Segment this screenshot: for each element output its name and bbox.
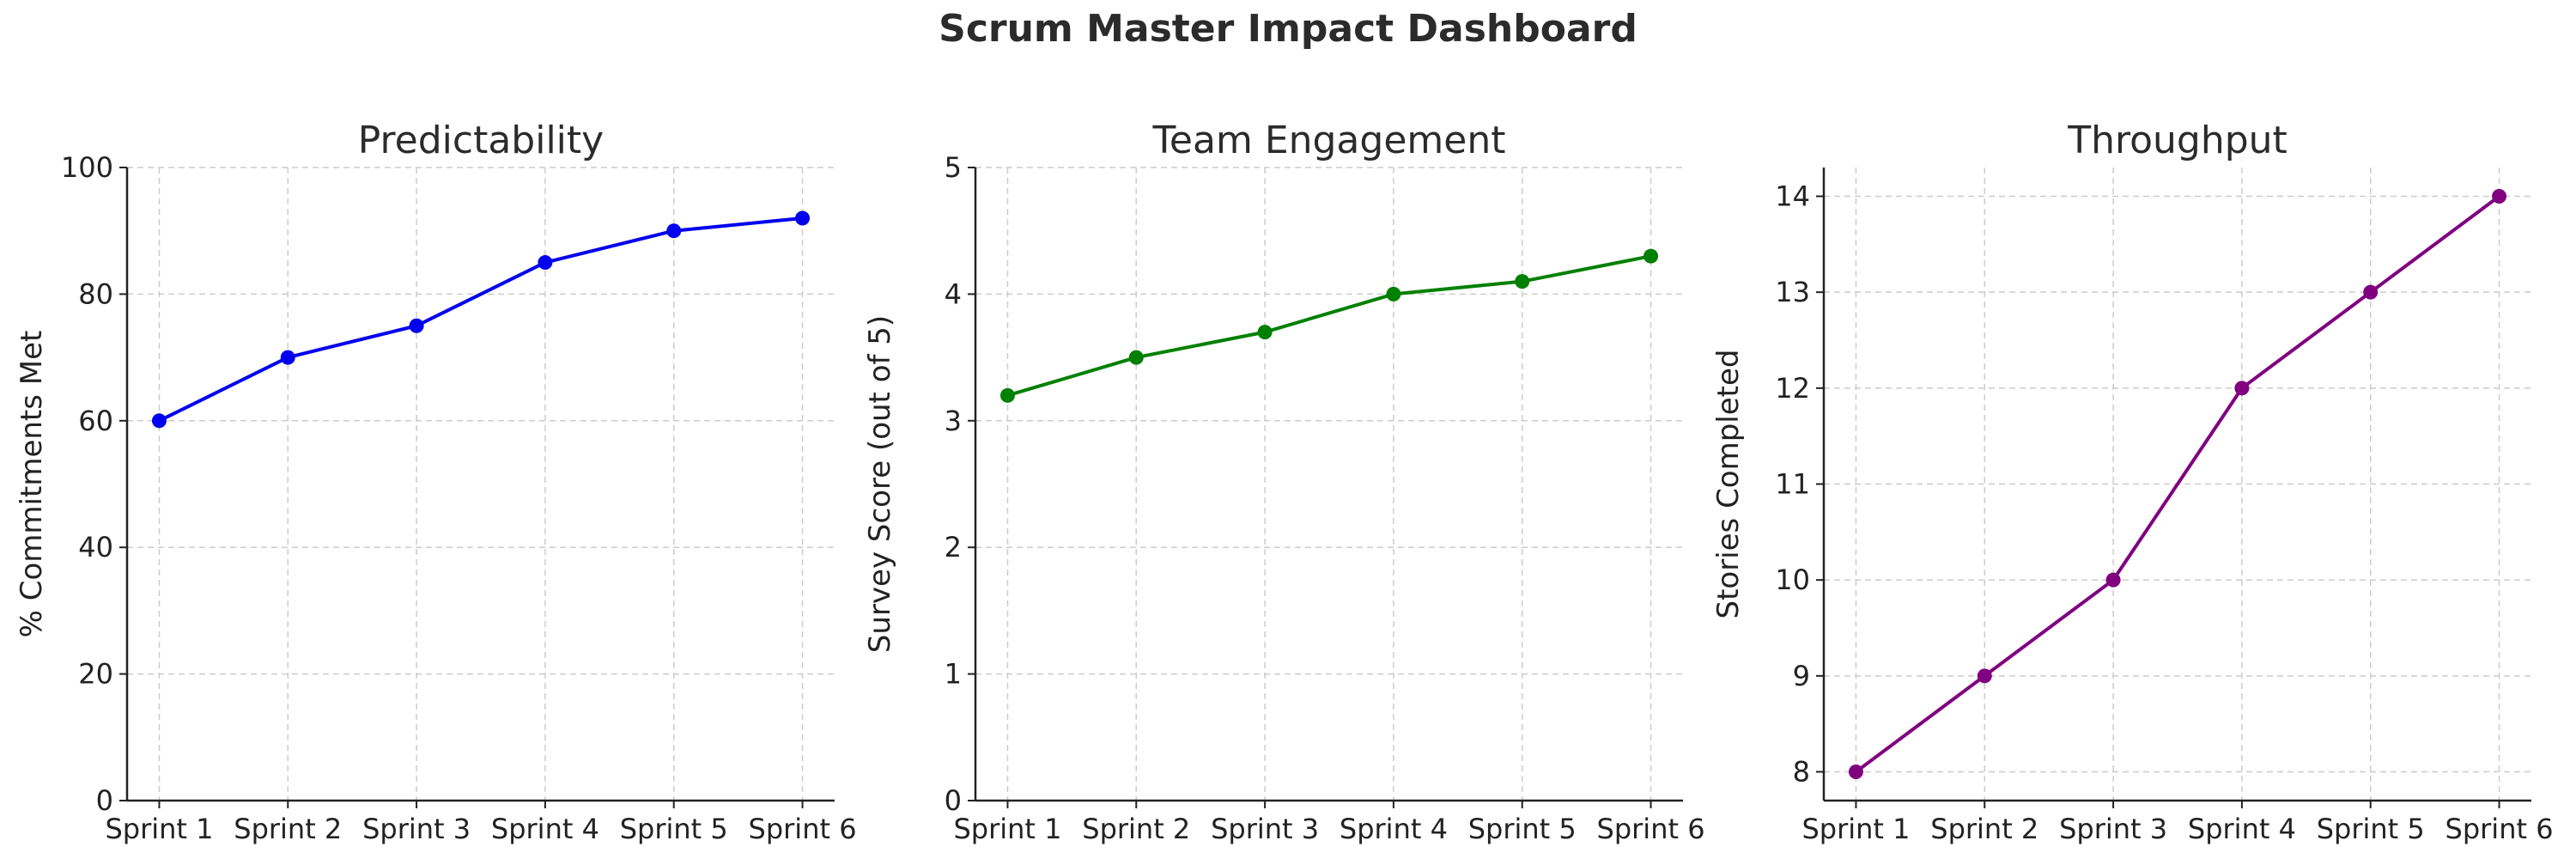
- series-line: [1855, 194, 2500, 774]
- y-tick-label: 60: [78, 405, 113, 437]
- chart-title: Throughput: [2067, 119, 2287, 162]
- y-tick-label: 2: [945, 531, 962, 564]
- x-tick-label: Sprint 4: [2188, 813, 2296, 845]
- y-tick-label: 9: [1793, 660, 1810, 692]
- y-tick-label: 80: [78, 277, 113, 310]
- chart-panel-2: 0 1 2 3 4 5 Sprint 1 Sprint 2 Sprint 3 Sprint 4 Sp…: [863, 119, 1705, 845]
- chart-title: Team Engagement: [1152, 119, 1506, 162]
- data-point: [1848, 765, 1863, 779]
- x-tick-label: Sprint 2: [1082, 813, 1190, 845]
- x-tick-label: Sprint 3: [2059, 813, 2167, 845]
- data-point: [1977, 668, 1992, 684]
- x-tick-label: Sprint 4: [491, 813, 599, 845]
- data-point: [999, 387, 1015, 403]
- data-point: [1515, 274, 1530, 289]
- y-tick-label: 40: [78, 531, 113, 564]
- data-point: [538, 255, 553, 271]
- y-tick-label: 0: [945, 784, 962, 817]
- data-point: [151, 413, 167, 429]
- x-tick-label: Sprint 4: [1340, 813, 1448, 845]
- y-tick-label: 3: [945, 405, 962, 437]
- data-point: [2363, 284, 2379, 300]
- x-tick-label: Sprint 3: [1211, 813, 1319, 845]
- x-tick-label: Sprint 5: [1468, 813, 1577, 845]
- chart-panel-3: 8 9 10 11 12 13 14 Sprint 1 Sprint 2 Sprint 3 Spri…: [1711, 119, 2554, 845]
- y-tick-label: 4: [945, 277, 962, 310]
- y-tick-label: 14: [1775, 180, 1810, 213]
- y-axis-label: Stories Completed: [1711, 349, 1746, 618]
- data-point: [1386, 286, 1401, 302]
- data-point: [666, 223, 682, 239]
- data-point: [1257, 325, 1273, 340]
- x-tick-label: Sprint 1: [1801, 813, 1910, 845]
- data-point: [795, 210, 811, 226]
- x-tick-label: Sprint 6: [749, 813, 857, 845]
- y-tick-label: 13: [1775, 276, 1810, 308]
- x-tick-label: Sprint 1: [953, 813, 1061, 845]
- y-tick-label: 1: [945, 658, 962, 691]
- data-point: [1643, 248, 1659, 264]
- x-tick-label: Sprint 1: [105, 813, 213, 845]
- chart-title: Predictability: [358, 119, 604, 162]
- x-tick-label: Sprint 2: [234, 813, 342, 845]
- data-point: [2492, 189, 2507, 204]
- y-tick-label: 11: [1775, 468, 1810, 501]
- y-tick-label: 5: [945, 151, 962, 184]
- y-tick-label: 0: [96, 784, 113, 817]
- y-tick-label: 12: [1775, 372, 1810, 405]
- y-axis-label: Survey Score (out of 5): [863, 315, 897, 653]
- data-point: [2234, 381, 2250, 396]
- y-axis-label: % Commitments Met: [15, 331, 49, 638]
- x-tick-label: Sprint 6: [2445, 813, 2554, 845]
- y-tick-label: 100: [61, 151, 113, 184]
- y-tick-label: 10: [1775, 564, 1810, 596]
- y-tick-label: 20: [78, 658, 113, 691]
- data-point: [1128, 350, 1144, 365]
- dashboard-title: Scrum Master Impact Dashboard: [939, 7, 1637, 51]
- chart-panel-1: 0 20 40 60 80 100 Sprint 1 Sprint 2 Sprint 3 Spri…: [15, 119, 857, 845]
- series-line: [1006, 254, 1651, 398]
- data-point: [280, 350, 295, 365]
- x-tick-label: Sprint 6: [1597, 813, 1705, 845]
- x-tick-label: Sprint 3: [362, 813, 471, 845]
- data-point: [2105, 572, 2121, 588]
- x-tick-label: Sprint 5: [2317, 813, 2425, 845]
- data-point: [409, 318, 424, 333]
- y-tick-label: 8: [1793, 756, 1810, 789]
- x-tick-label: Sprint 2: [1930, 813, 2038, 845]
- x-tick-label: Sprint 5: [620, 813, 728, 845]
- series-line: [158, 216, 803, 423]
